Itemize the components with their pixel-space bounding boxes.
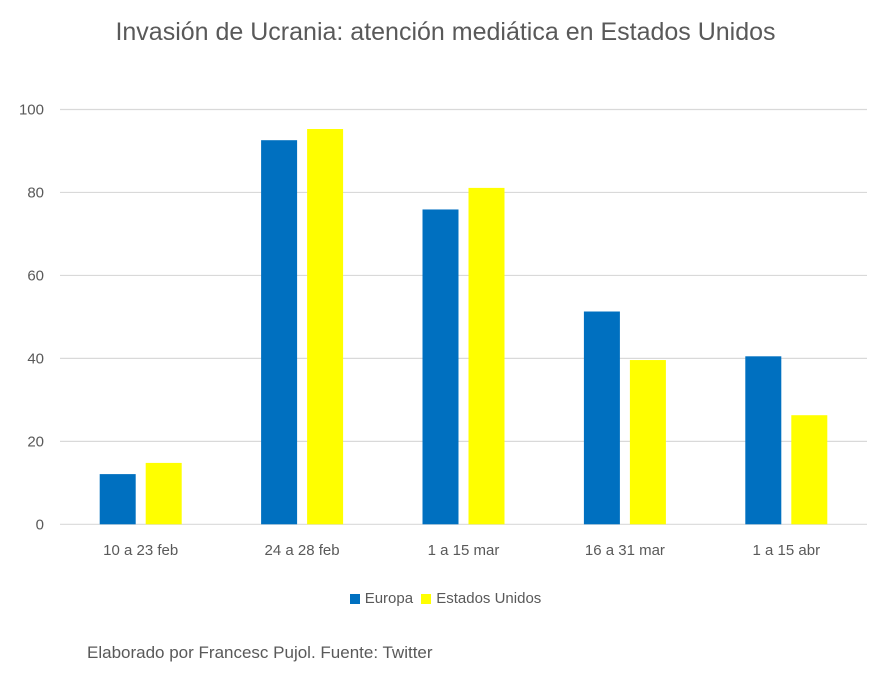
bar-europa bbox=[422, 209, 459, 525]
legend-swatch-estados-unidos bbox=[421, 593, 432, 604]
legend-label: Europa bbox=[364, 590, 414, 607]
bar-europa bbox=[261, 140, 298, 525]
y-tick-label: 100 bbox=[19, 102, 44, 119]
legend-swatch-europa bbox=[349, 593, 360, 604]
chart-title: Invasión de Ucrania: atención mediática … bbox=[115, 18, 776, 46]
y-tick-label: 40 bbox=[27, 350, 44, 367]
legend: Europa Estados Unidos bbox=[0, 590, 891, 608]
bar-estados-unidos bbox=[307, 128, 344, 525]
y-tick-label: 20 bbox=[27, 433, 44, 450]
x-tick-label: 16 a 31 mar bbox=[585, 542, 665, 559]
x-tick-label: 24 a 28 feb bbox=[265, 542, 340, 559]
bar-estados-unidos bbox=[791, 415, 828, 525]
y-tick-label: 60 bbox=[27, 267, 44, 284]
bar-europa bbox=[583, 311, 620, 525]
legend-item-europa: Europa bbox=[349, 590, 414, 607]
legend-item-estados-unidos: Estados Unidos bbox=[421, 590, 541, 607]
bar-estados-unidos bbox=[468, 187, 505, 525]
legend-label: Estados Unidos bbox=[436, 590, 542, 607]
source-note: Elaborado por Francesc Pujol. Fuente: Tw… bbox=[87, 643, 433, 662]
bar-estados-unidos bbox=[145, 462, 182, 525]
y-tick-label: 0 bbox=[36, 516, 44, 533]
bar-europa bbox=[745, 356, 782, 525]
x-tick-label: 10 a 23 feb bbox=[103, 542, 178, 559]
x-tick-label: 1 a 15 mar bbox=[428, 542, 500, 559]
bar-estados-unidos bbox=[629, 360, 666, 525]
y-tick-label: 80 bbox=[27, 184, 44, 201]
x-tick-label: 1 a 15 abr bbox=[753, 542, 821, 559]
bar-europa bbox=[99, 474, 136, 525]
